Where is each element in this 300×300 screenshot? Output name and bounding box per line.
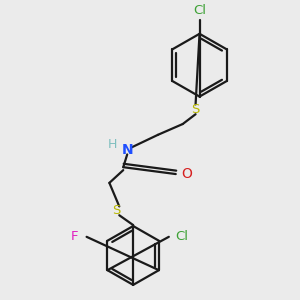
Text: H: H	[108, 138, 117, 151]
Text: O: O	[182, 167, 193, 181]
Text: S: S	[112, 204, 121, 217]
Text: Cl: Cl	[193, 4, 206, 17]
Text: F: F	[71, 230, 79, 243]
Text: S: S	[191, 103, 200, 116]
Text: N: N	[122, 142, 133, 157]
Text: Cl: Cl	[175, 230, 188, 243]
